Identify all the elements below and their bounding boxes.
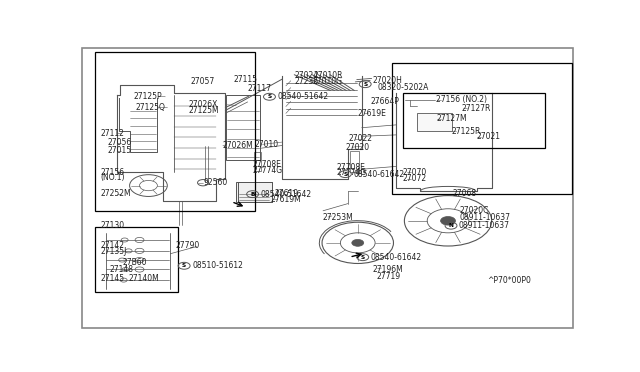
Text: 08540-51642: 08540-51642: [277, 92, 328, 101]
Text: 27127R: 27127R: [462, 104, 492, 113]
Text: 27125M: 27125M: [188, 106, 219, 115]
Text: 27619: 27619: [275, 189, 298, 198]
Text: 27022: 27022: [349, 134, 373, 143]
Text: 27026M: 27026M: [223, 141, 253, 150]
Text: 27020H: 27020H: [372, 76, 403, 85]
Text: 27196M: 27196M: [372, 265, 403, 274]
Text: 27135J: 27135J: [101, 247, 127, 256]
Text: 27010R: 27010R: [313, 71, 342, 80]
Text: 27252M: 27252M: [101, 189, 131, 198]
Text: 92560: 92560: [204, 179, 228, 187]
Text: 27148: 27148: [110, 265, 134, 274]
Text: 27125P: 27125P: [134, 92, 162, 101]
Text: 08911-10637: 08911-10637: [459, 221, 510, 230]
Text: S: S: [268, 94, 271, 99]
Text: 27020C: 27020C: [460, 206, 489, 215]
Text: 27015: 27015: [108, 146, 131, 155]
Text: 27026X: 27026X: [188, 100, 218, 109]
Text: 27719: 27719: [376, 272, 401, 280]
Text: 27142: 27142: [101, 241, 125, 250]
Circle shape: [352, 240, 364, 246]
Bar: [227, 95, 260, 160]
Bar: [392, 63, 572, 193]
Text: 27021: 27021: [477, 132, 501, 141]
Text: 27619M: 27619M: [271, 195, 301, 204]
Text: 27072: 27072: [403, 174, 426, 183]
Text: 27790: 27790: [175, 241, 200, 250]
Text: 27708E: 27708E: [253, 160, 282, 169]
Bar: [236, 182, 272, 202]
Text: 27010G: 27010G: [312, 77, 342, 86]
Text: 08510-51612: 08510-51612: [192, 261, 243, 270]
Text: 27619E: 27619E: [358, 109, 387, 118]
Text: 27115: 27115: [234, 75, 258, 84]
Text: 27130: 27130: [101, 221, 125, 230]
Text: 27057: 27057: [190, 77, 214, 86]
Text: 27774G: 27774G: [253, 166, 283, 174]
Bar: [403, 93, 545, 148]
Text: S: S: [361, 255, 365, 260]
Text: ^P70*00P0: ^P70*00P0: [486, 276, 531, 285]
Text: 27024: 27024: [294, 71, 318, 80]
Text: 27156 (NO.2): 27156 (NO.2): [436, 95, 487, 104]
Text: N: N: [449, 223, 454, 228]
Text: 08911-10637: 08911-10637: [460, 212, 511, 222]
Text: 27125Q: 27125Q: [136, 103, 165, 112]
Text: 27253M: 27253M: [322, 212, 353, 222]
Text: 27117: 27117: [248, 84, 271, 93]
Bar: [350, 151, 359, 172]
Text: 27B60: 27B60: [122, 258, 147, 267]
Text: 27708E: 27708E: [337, 163, 366, 172]
Text: 27156: 27156: [101, 168, 125, 177]
Text: 27125R: 27125R: [451, 126, 481, 136]
Text: 27070: 27070: [403, 168, 427, 177]
Text: 27010: 27010: [255, 140, 278, 149]
Text: 27020: 27020: [346, 143, 369, 152]
Text: 27145: 27145: [101, 275, 125, 283]
Text: 27112: 27112: [101, 129, 125, 138]
Text: S: S: [363, 82, 367, 87]
Text: 08540-61642: 08540-61642: [371, 253, 422, 262]
Bar: [95, 52, 255, 211]
Bar: [253, 152, 261, 171]
Text: 08540-61642: 08540-61642: [353, 170, 404, 179]
Text: B: B: [250, 192, 255, 197]
Text: S: S: [182, 263, 186, 268]
Text: S: S: [343, 171, 348, 177]
Text: 27774G: 27774G: [337, 169, 367, 177]
Text: 08320-5202A: 08320-5202A: [378, 83, 429, 92]
Circle shape: [440, 217, 456, 225]
Text: 27068: 27068: [453, 189, 477, 198]
Text: 27127M: 27127M: [436, 114, 467, 123]
Text: 27664P: 27664P: [370, 97, 399, 106]
Text: 27056: 27056: [108, 138, 132, 147]
Bar: [95, 227, 178, 292]
Text: (NO.1): (NO.1): [101, 173, 125, 182]
Bar: [417, 113, 452, 131]
Text: 27140M: 27140M: [129, 275, 159, 283]
Text: 08540-51642: 08540-51642: [260, 190, 312, 199]
Text: 27236: 27236: [294, 77, 318, 86]
Bar: [237, 182, 273, 202]
